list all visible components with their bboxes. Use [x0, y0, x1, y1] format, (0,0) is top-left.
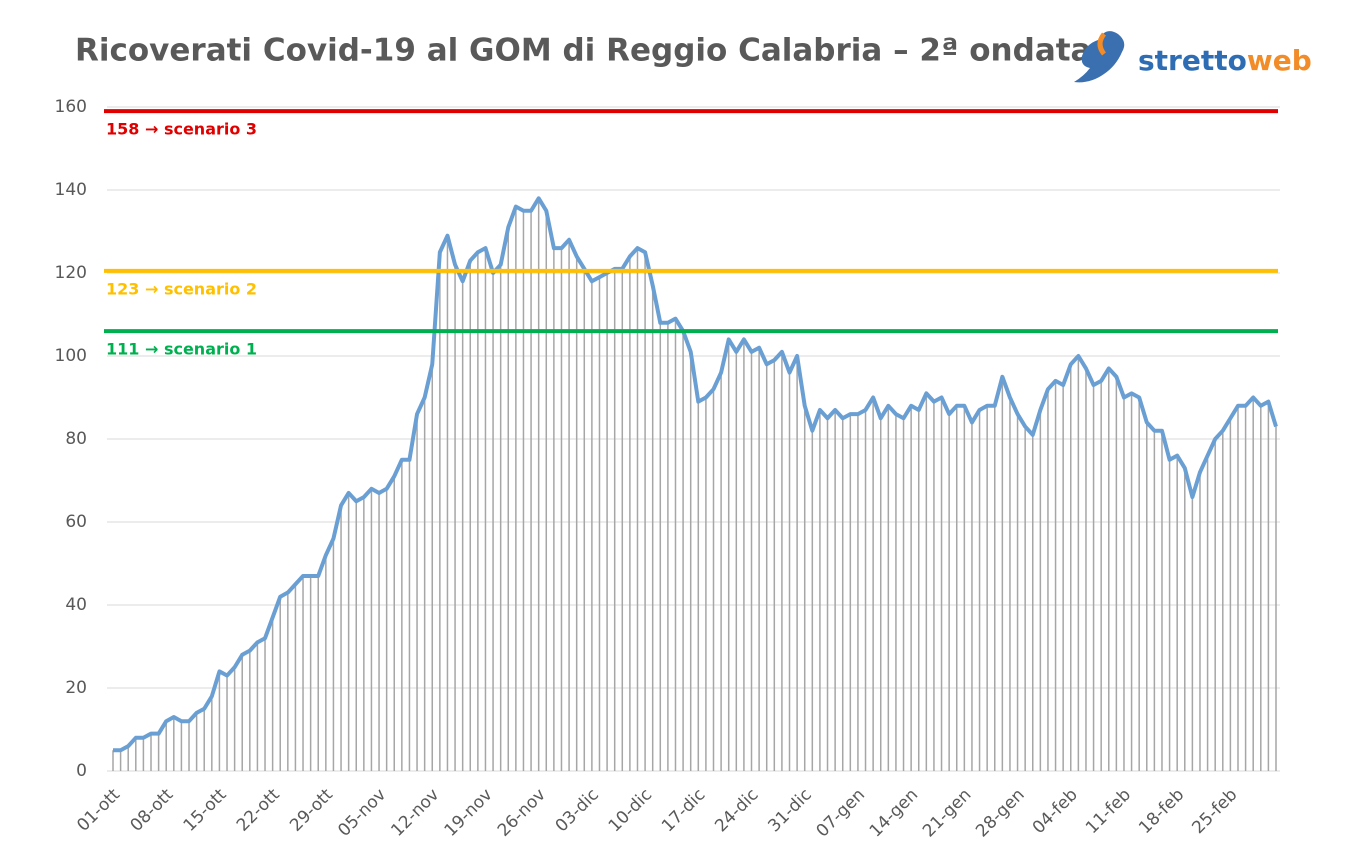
x-tick-label: 08-ott — [126, 785, 177, 836]
x-tick-label: 28-gen — [972, 785, 1028, 841]
reference-label: 158 → scenario 3 — [106, 120, 257, 139]
x-tick-label: 05-nov — [334, 785, 390, 841]
y-tick-label: 120 — [55, 263, 87, 283]
reference-label: 111 → scenario 1 — [106, 340, 257, 359]
y-tick-label: 160 — [55, 97, 87, 117]
y-tick-label: 40 — [65, 595, 87, 615]
chart-title: Ricoverati Covid-19 al GOM di Reggio Cal… — [75, 33, 1091, 69]
x-tick-label: 04-feb — [1029, 785, 1082, 838]
x-tick-label: 17-dic — [658, 785, 709, 836]
reference-label: 123 → scenario 2 — [106, 279, 257, 298]
x-tick-label: 12-nov — [387, 785, 443, 841]
x-tick-label: 15-ott — [180, 785, 231, 836]
x-tick-label: 29-ott — [286, 785, 337, 836]
x-tick-label: 25-feb — [1188, 785, 1241, 838]
x-tick-label: 31-dic — [764, 785, 815, 836]
x-tick-label: 03-dic — [552, 785, 603, 836]
x-tick-label: 07-gen — [813, 785, 869, 841]
logo-icon — [1074, 31, 1125, 83]
y-tick-label: 20 — [65, 678, 87, 698]
x-tick-label: 10-dic — [605, 785, 656, 836]
x-tick-label: 26-nov — [494, 785, 550, 841]
y-tick-label: 60 — [65, 512, 87, 532]
data-line — [113, 196, 1278, 753]
x-tick-label: 11-feb — [1082, 785, 1135, 838]
x-tick-label: 18-feb — [1135, 785, 1188, 838]
y-tick-label: 80 — [65, 429, 87, 449]
x-tick-label: 19-nov — [441, 785, 497, 841]
x-tick-label: 24-dic — [711, 785, 762, 836]
x-tick-label: 22-ott — [233, 785, 284, 836]
x-tick-label: 01-ott — [73, 785, 124, 836]
y-tick-label: 0 — [76, 761, 87, 781]
y-tick-label: 140 — [55, 180, 87, 200]
y-tick-label: 100 — [55, 346, 87, 366]
logo-text: strettoweb — [1138, 44, 1312, 77]
logo-icon — [1097, 32, 1107, 56]
logo: strettoweb — [1074, 31, 1312, 83]
x-tick-label: 21-gen — [919, 785, 975, 841]
x-tick-label: 14-gen — [866, 785, 922, 841]
